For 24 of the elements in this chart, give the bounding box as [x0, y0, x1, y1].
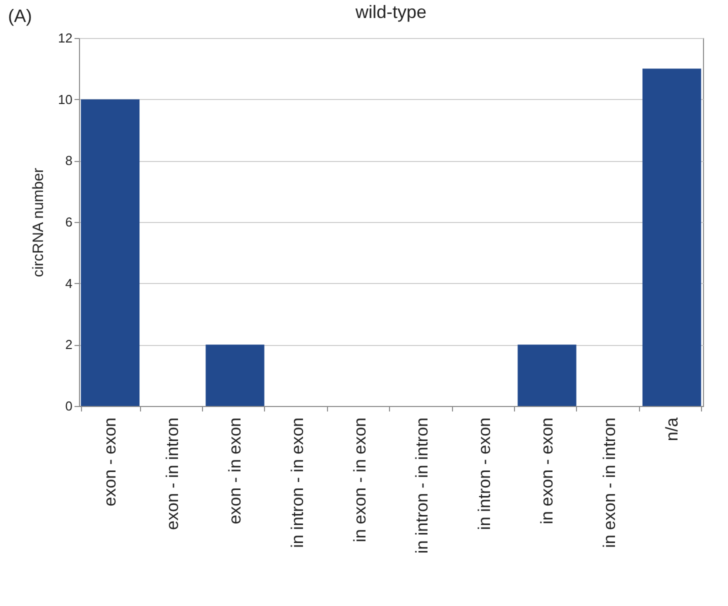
bar [206, 344, 264, 406]
y-tick-label: 10 [58, 92, 72, 107]
chart-title: wild-type [354, 2, 427, 22]
bar [80, 99, 140, 406]
x-tick-label: in exon - exon [538, 418, 556, 524]
x-tick-label: in intron - in exon [288, 418, 307, 548]
y-axis-title: circRNA number [30, 168, 48, 278]
y-tick-label: 0 [65, 398, 72, 414]
bar [642, 68, 702, 406]
x-tick-label: n/a [662, 416, 682, 442]
x-tick-label: in exon - in exon [350, 418, 370, 542]
x-tick-label: exon - exon [100, 418, 120, 506]
y-tick-label: 8 [65, 153, 72, 168]
y-tick-label: 12 [58, 30, 72, 46]
x-tick-label: in exon - in intron [600, 418, 619, 548]
y-tick-label: 6 [65, 214, 72, 230]
x-tick-label: exon - in exon [226, 418, 244, 524]
y-tick-label: 4 [65, 276, 72, 291]
x-tick-label: in intron - in intron [412, 418, 432, 554]
x-tick-label: in intron - exon [475, 418, 494, 530]
bar [518, 344, 576, 406]
y-tick-label: 2 [65, 337, 72, 352]
x-tick-label: exon - in intron [163, 418, 182, 530]
text: (A) [8, 6, 32, 27]
